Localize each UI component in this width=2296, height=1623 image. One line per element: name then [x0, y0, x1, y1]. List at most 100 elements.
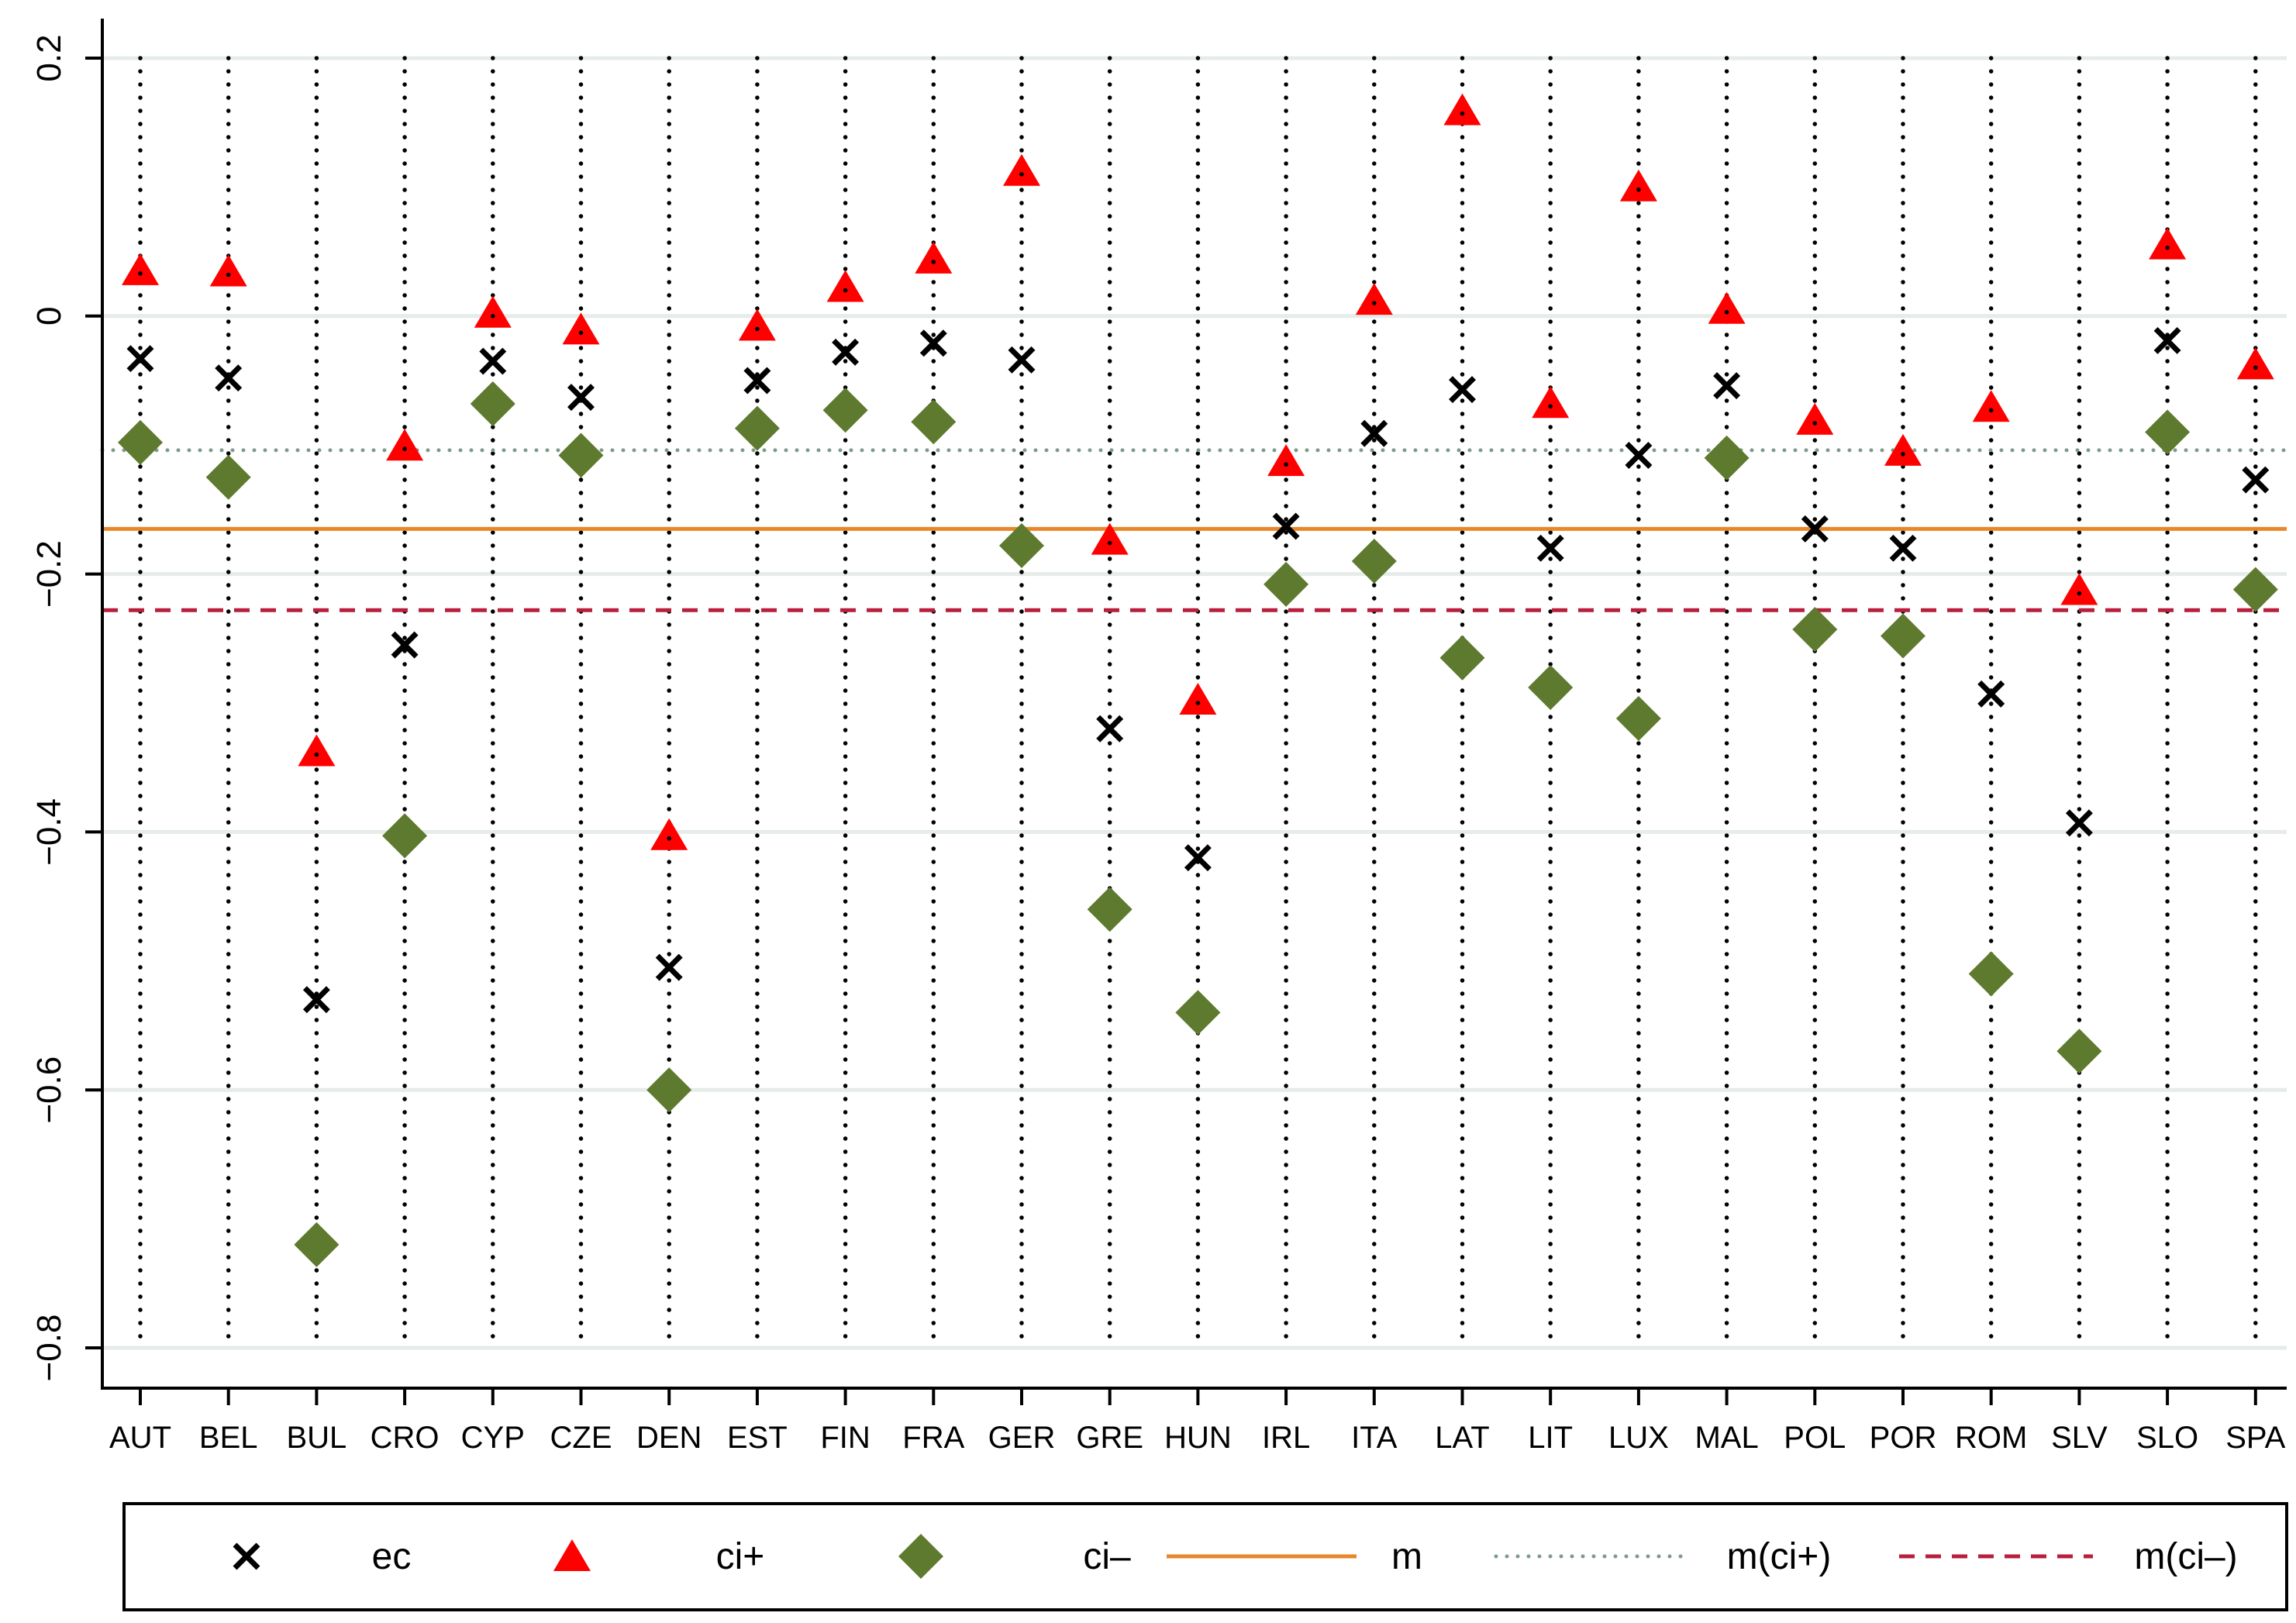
x-tick-label-ita: ITA: [1351, 1421, 1398, 1455]
marker-dot: [1812, 421, 1818, 426]
point-triangle-cze: [562, 312, 600, 345]
legend-marker-ec: [233, 1542, 260, 1570]
point-cross-pol: [1801, 515, 1829, 543]
point-cross-lux: [1625, 442, 1653, 469]
point-triangle-bul: [298, 734, 336, 767]
cross-stroke: [2153, 326, 2181, 354]
cross-stroke: [1096, 715, 1124, 743]
point-triangle-slo: [2149, 227, 2187, 260]
y-tick-label: 0: [30, 307, 68, 326]
x-tick-label-lit: LIT: [1528, 1421, 1573, 1455]
cross-stroke: [1625, 442, 1653, 469]
marker-dot: [931, 260, 936, 264]
marker-dot: [1724, 310, 1729, 315]
x-tick-label-gre: GRE: [1076, 1421, 1143, 1455]
point-triangle-cro: [386, 429, 424, 461]
point-triangle-lux: [1619, 169, 1657, 202]
point-diamond-aut: [118, 419, 163, 465]
point-cross-mal: [1713, 372, 1741, 400]
point-cross-gre: [1096, 715, 1124, 743]
x-tick-label-cze: CZE: [550, 1421, 612, 1455]
marker-dot: [1019, 171, 1024, 177]
point-triangle-hun: [1179, 683, 1217, 715]
cross-stroke: [1272, 512, 1300, 540]
point-cross-ita: [1360, 419, 1388, 447]
point-diamond-slv: [2056, 1029, 2102, 1074]
cross-stroke: [1536, 534, 1564, 562]
y-tick-label: 0.2: [30, 34, 68, 81]
point-diamond-lat: [1439, 635, 1485, 681]
point-diamond-den: [646, 1067, 692, 1113]
cross-stroke: [919, 329, 947, 357]
marker-dot: [2077, 591, 2082, 596]
point-triangle-fra: [915, 241, 953, 274]
x-tick-label-slo: SLO: [2136, 1421, 2198, 1455]
point-cross-aut: [126, 345, 154, 373]
legend-label-3: m: [1391, 1536, 1422, 1577]
point-diamond-fra: [911, 399, 957, 445]
marker-dot: [755, 326, 760, 332]
point-triangle-lat: [1443, 93, 1481, 126]
point-triangle-bel: [209, 254, 247, 287]
point-diamond-mal: [1704, 435, 1750, 481]
point-diamond-slo: [2145, 409, 2191, 455]
legend-label-0: ec: [372, 1536, 412, 1577]
point-diamond-hun: [1175, 990, 1221, 1035]
point-diamond-lit: [1528, 665, 1574, 711]
cross-stroke: [126, 345, 154, 373]
point-cross-cyp: [479, 347, 507, 375]
x-tick-label-est: EST: [727, 1421, 788, 1455]
x-tick-label-cyp: CYP: [461, 1421, 525, 1455]
point-triangle-fin: [826, 270, 864, 302]
marker-dot: [843, 288, 848, 293]
marker-dot: [1460, 111, 1465, 116]
legend-label-4: m(ci+): [1727, 1536, 1832, 1577]
marker-dot: [667, 836, 671, 841]
point-diamond-gre: [1087, 887, 1132, 932]
cross-stroke: [479, 347, 507, 375]
legend: ec ci+ ci– m m(ci+) m(ci–): [122, 1502, 2288, 1611]
cross-stroke: [567, 384, 595, 412]
x-tick-label-den: DEN: [636, 1421, 702, 1455]
point-cross-slv: [2065, 809, 2093, 837]
gridlines: [102, 56, 2287, 1350]
cross-stroke: [302, 986, 330, 1014]
point-triangle-ger: [1003, 153, 1040, 186]
marker-dot: [491, 314, 495, 319]
point-triangle-slv: [2060, 573, 2098, 605]
x-tick-label-fra: FRA: [902, 1421, 964, 1455]
point-diamond-ger: [999, 522, 1044, 568]
point-cross-irl: [1272, 512, 1300, 540]
point-cross-est: [743, 367, 771, 395]
marker-dot: [402, 446, 407, 451]
point-cross-cro: [391, 631, 419, 659]
point-cross-spa: [2242, 466, 2270, 494]
marker-dot: [1195, 701, 1201, 705]
point-diamond-cro: [382, 813, 428, 859]
marker-dot: [1372, 301, 1377, 305]
marker-dot: [578, 330, 584, 336]
legend-label-5: m(ci–): [2134, 1536, 2237, 1577]
point-cross-cze: [567, 384, 595, 412]
cross-stroke: [1889, 534, 1917, 562]
x-tick-label-hun: HUN: [1164, 1421, 1232, 1455]
point-cross-hun: [1184, 844, 1212, 872]
point-cross-fra: [919, 329, 947, 357]
legend-marker-ci-plus: [553, 1539, 591, 1571]
point-cross-ger: [1008, 346, 1036, 374]
point-triangle-irl: [1267, 444, 1305, 477]
point-triangle-por: [1884, 433, 1922, 466]
x-tick-label-lat: LAT: [1435, 1421, 1489, 1455]
point-triangle-spa: [2236, 347, 2274, 380]
x-tick-label-por: POR: [1870, 1421, 1937, 1455]
x-tick-label-aut: AUT: [109, 1421, 171, 1455]
data-points: [118, 93, 2278, 1267]
point-diamond-irl: [1263, 561, 1309, 607]
cross-stroke: [1977, 680, 2005, 708]
cross-stroke: [1801, 515, 1829, 543]
point-cross-por: [1889, 534, 1917, 562]
legend-marker-ci-minus: [898, 1534, 943, 1579]
marker-dot: [1284, 462, 1288, 467]
x-tick-label-rom: ROM: [1955, 1421, 2027, 1455]
x-tick-label-pol: POL: [1784, 1421, 1846, 1455]
